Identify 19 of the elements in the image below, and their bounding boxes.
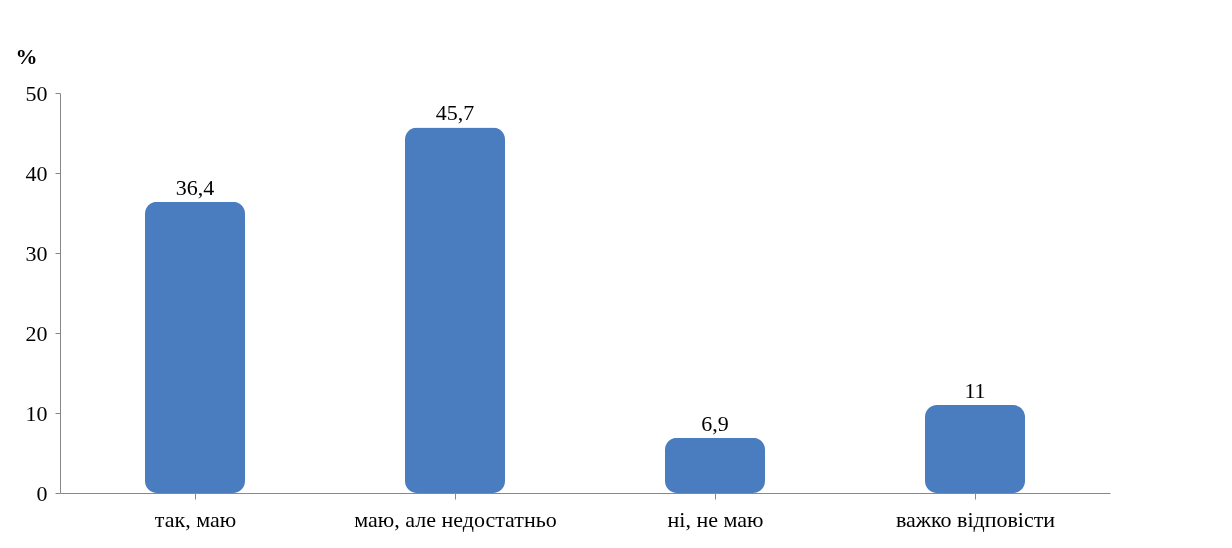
y-tick-label: 30 <box>25 240 48 266</box>
y-tick-label: 0 <box>36 480 48 506</box>
data-label: 45,7 <box>435 100 475 126</box>
data-label: 6,9 <box>701 410 729 436</box>
data-label: 36,4 <box>175 174 215 200</box>
y-tick-label: 50 <box>25 80 48 106</box>
bar <box>665 437 765 493</box>
bar <box>925 405 1025 493</box>
bar <box>145 201 245 493</box>
x-tick-label: важко відповісти <box>895 506 1056 532</box>
y-tick-label: 20 <box>25 320 48 346</box>
y-axis-title: % <box>15 43 38 69</box>
y-tick-label: 40 <box>25 160 48 186</box>
x-tick-label: маю, але недостатньо <box>354 506 557 532</box>
x-tick-label: так, маю <box>154 506 237 532</box>
y-tick-label: 10 <box>25 400 48 426</box>
bar <box>405 127 505 493</box>
data-label: 11 <box>964 378 986 403</box>
x-tick-label: ні, не маю <box>667 506 764 532</box>
